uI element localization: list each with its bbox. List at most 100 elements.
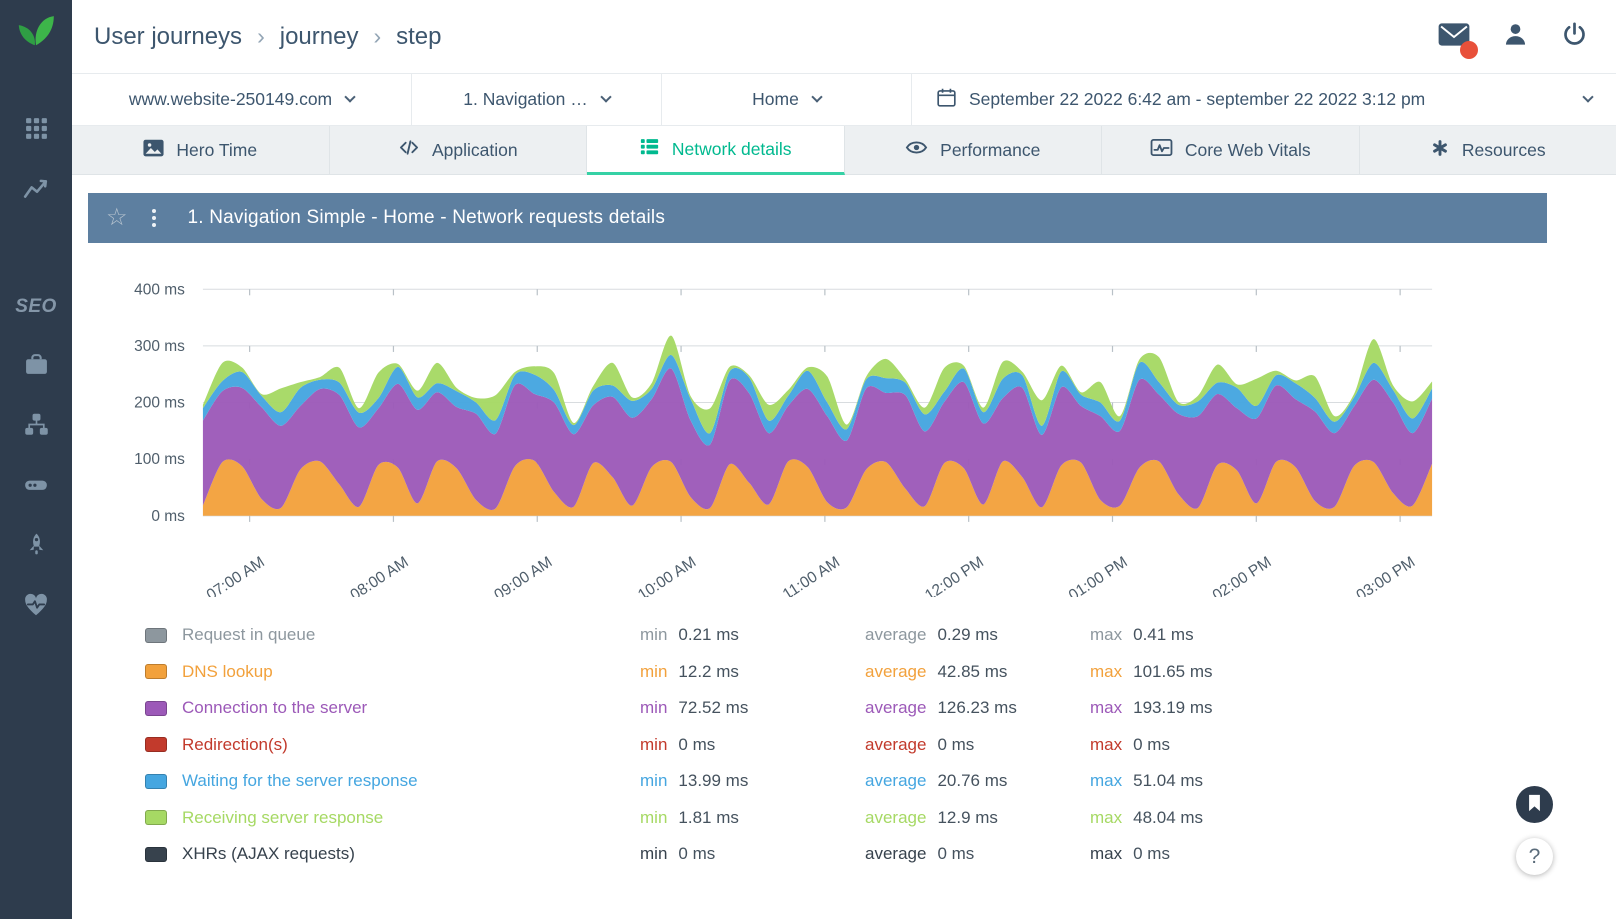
journey-select[interactable]: 1. Navigation … [412,74,662,125]
legend-swatch [145,773,167,789]
svg-text:10:00 AM: 10:00 AM [635,554,699,597]
breadcrumb-journey[interactable]: journey [279,22,359,50]
average-label: average [865,807,927,827]
vitals-chart-icon [1150,138,1173,162]
max-value: 51.04 ms [1133,771,1204,791]
svg-text:02:00 PM: 02:00 PM [1210,554,1275,597]
bookmark-button[interactable] [1516,786,1553,823]
min-label: min [640,661,668,681]
min-value: 13.99 ms [678,771,749,791]
tab-label: Application [431,139,518,160]
svg-text:03:00 PM: 03:00 PM [1353,554,1418,597]
logout-button[interactable] [1561,21,1588,53]
svg-text:400 ms: 400 ms [134,281,185,298]
legend-swatch [145,627,167,643]
min-value: 1.81 ms [678,807,739,827]
svg-text:200 ms: 200 ms [134,394,185,411]
tab-performance[interactable]: Performance [844,126,1102,175]
tab-network-details[interactable]: Network details [587,126,845,175]
sidebar-item-sitemap[interactable] [0,397,72,457]
tab-label: Network details [671,138,792,159]
average-value: 0 ms [937,844,975,864]
svg-text:07:00 AM: 07:00 AM [204,554,268,597]
tab-resources[interactable]: Resources [1359,126,1616,175]
image-icon [143,139,164,162]
website-select[interactable]: www.website-250149.com [72,74,412,125]
svg-text:08:00 AM: 08:00 AM [348,554,412,597]
legend-series-name: Connection to the server [182,698,368,718]
eye-icon [905,139,928,161]
power-icon [1561,21,1588,53]
legend-swatch [145,664,167,680]
average-label: average [865,625,927,645]
bookmark-icon [1527,794,1542,815]
svg-text:12:00 PM: 12:00 PM [922,554,987,597]
svg-text:01:00 PM: 01:00 PM [1066,554,1131,597]
date-range-select[interactable]: September 22 2022 6:42 am - september 22… [912,74,1616,125]
average-label: average [865,698,927,718]
sitemap-icon [24,412,49,442]
network-requests-chart: 0 ms 100 ms 200 ms 300 ms 400 ms 07:00 AM 08:0… [134,281,1433,597]
resources-icon [1430,138,1450,163]
messages-button[interactable] [1438,22,1478,59]
sidebar-item-apps[interactable] [0,101,72,161]
min-value: 72.52 ms [678,698,749,718]
notification-badge [1460,40,1478,59]
average-value: 126.23 ms [937,698,1017,718]
legend-series-name: DNS lookup [182,661,273,681]
min-label: min [640,698,668,718]
average-value: 12.9 ms [937,807,998,827]
legend-swatch [145,737,167,753]
step-select[interactable]: Home [662,74,912,125]
svg-text:100 ms: 100 ms [134,451,185,468]
min-label: min [640,844,668,864]
average-value: 20.76 ms [937,771,1008,791]
top-bar: User journeys › journey › step [72,0,1616,73]
logo-leaf-icon[interactable] [17,14,55,53]
tab-bar: Hero Time Application Network details [72,126,1616,175]
rocket-icon [24,532,49,562]
breadcrumb-step[interactable]: step [396,22,442,50]
line-chart-icon [23,176,49,207]
min-label: min [640,771,668,791]
breadcrumb-user-journeys[interactable]: User journeys [94,22,243,50]
max-value: 0.41 ms [1133,625,1194,645]
sidebar-nav: SEO [0,101,72,637]
tab-label: Core Web Vitals [1184,139,1311,160]
sidebar-item-charts[interactable] [0,161,72,221]
help-button[interactable]: ? [1516,838,1553,875]
panel-header: ☆ 1. Navigation Simple - Home - Network … [88,193,1547,243]
tab-hero-time[interactable]: Hero Time [72,126,330,175]
average-value: 0.29 ms [937,625,998,645]
min-value: 12.2 ms [678,661,739,681]
chevron-right-icon: › [257,23,265,49]
average-value: 42.85 ms [937,661,1008,681]
max-value: 193.19 ms [1133,698,1213,718]
favorite-star-icon[interactable]: ☆ [106,204,128,231]
network-details-panel: ☆ 1. Navigation Simple - Home - Network … [88,193,1547,881]
envelope-icon [1438,22,1470,52]
average-label: average [865,844,927,864]
step-select-value: Home [752,89,799,109]
tab-application[interactable]: Application [329,126,587,175]
chevron-down-icon [344,91,356,103]
sidebar-item-server[interactable] [0,457,72,517]
chevron-down-icon [600,91,612,103]
sidebar-item-rocket[interactable] [0,517,72,577]
sidebar-item-seo[interactable]: SEO [15,296,57,317]
panel-body: 0 ms 100 ms 200 ms 300 ms 400 ms 07:00 AM 08:0… [88,243,1547,881]
min-value: 0.21 ms [678,625,739,645]
kebab-menu-icon[interactable] [144,206,164,230]
chevron-down-icon [811,91,823,103]
sidebar: SEO [0,0,72,919]
min-label: min [640,807,668,827]
sidebar-item-briefcase[interactable] [0,337,72,397]
tab-label: Performance [940,139,1041,160]
person-icon [1502,21,1529,53]
chart-legend: Request in queue min 0.21 ms average 0.29 … [88,597,1547,881]
account-button[interactable] [1502,21,1529,53]
tab-core-web-vitals[interactable]: Core Web Vitals [1102,126,1360,175]
date-range-value: September 22 2022 6:42 am - september 22… [969,89,1426,109]
sidebar-item-health[interactable] [0,577,72,637]
legend-swatch [145,810,167,826]
